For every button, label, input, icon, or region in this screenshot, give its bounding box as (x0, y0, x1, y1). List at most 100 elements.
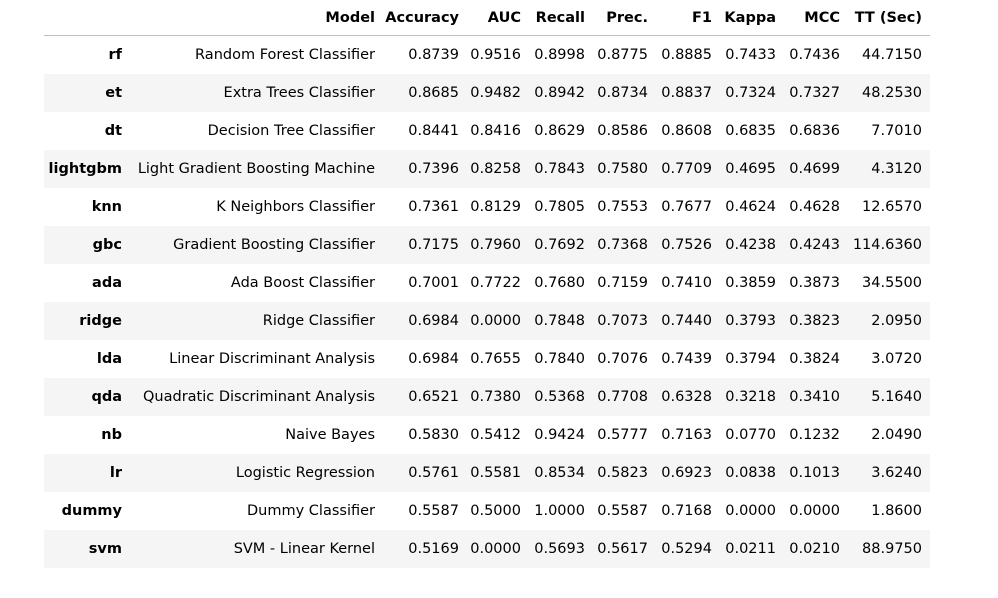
cell-f1: 0.6923 (661, 465, 712, 481)
header-index (44, 0, 130, 36)
cell-model: Random Forest Classifier (195, 47, 375, 63)
row-index-label: ridge (79, 313, 122, 329)
table-row: rf Random Forest Classifier 0.8739 0.9516 0.… (44, 36, 930, 75)
cell-model: Linear Discriminant Analysis (169, 351, 375, 367)
model-comparison-table-container: Model Accuracy AUC Recall Prec. F1 Kappa… (44, 0, 930, 568)
cell-recall: 0.7840 (534, 351, 585, 367)
cell-kappa: 0.3793 (725, 313, 776, 329)
table-row: lda Linear Discriminant Analysis 0.6984 0.7… (44, 340, 930, 378)
cell-f1: 0.8885 (661, 47, 712, 63)
cell-tt: 7.7010 (871, 123, 922, 139)
table-row: ada Ada Boost Classifier 0.7001 0.7722 0.768… (44, 264, 930, 302)
cell-f1: 0.7677 (661, 199, 712, 215)
cell-auc: 0.9516 (470, 47, 521, 63)
cell-recall: 0.5693 (534, 541, 585, 557)
cell-recall: 0.7692 (534, 237, 585, 253)
header-row: Model Accuracy AUC Recall Prec. F1 Kappa… (44, 0, 930, 36)
cell-kappa: 0.3218 (725, 389, 776, 405)
cell-mcc: 0.7436 (789, 47, 840, 63)
cell-mcc: 0.3873 (789, 275, 840, 291)
cell-accuracy: 0.6984 (408, 313, 459, 329)
cell-model: Light Gradient Boosting Machine (137, 161, 375, 177)
cell-recall: 0.8534 (534, 465, 585, 481)
cell-kappa: 0.4624 (725, 199, 776, 215)
cell-prec: 0.8775 (597, 47, 648, 63)
cell-accuracy: 0.6984 (408, 351, 459, 367)
cell-f1: 0.8608 (661, 123, 712, 139)
cell-kappa: 0.7433 (725, 47, 776, 63)
table-row: gbc Gradient Boosting Classifier 0.7175 0.7… (44, 226, 930, 264)
cell-model: Logistic Regression (235, 465, 375, 481)
cell-tt: 88.9750 (862, 541, 922, 557)
cell-tt: 12.6570 (862, 199, 922, 215)
model-comparison-table: Model Accuracy AUC Recall Prec. F1 Kappa… (44, 0, 930, 568)
cell-prec: 0.7580 (597, 161, 648, 177)
cell-tt: 2.0490 (871, 427, 922, 443)
cell-f1: 0.7526 (661, 237, 712, 253)
cell-accuracy: 0.5169 (408, 541, 459, 557)
cell-accuracy: 0.8685 (408, 85, 459, 101)
cell-prec: 0.5823 (597, 465, 648, 481)
cell-model: Decision Tree Classifier (207, 123, 375, 139)
cell-tt: 3.6240 (871, 465, 922, 481)
cell-f1: 0.7439 (661, 351, 712, 367)
header-auc: AUC (467, 0, 529, 36)
cell-mcc: 0.4628 (789, 199, 840, 215)
cell-accuracy: 0.7361 (408, 199, 459, 215)
cell-mcc: 0.4699 (789, 161, 840, 177)
row-index-label: qda (91, 389, 122, 405)
header-kappa: Kappa (720, 0, 784, 36)
cell-f1: 0.7168 (661, 503, 712, 519)
cell-kappa: 0.0000 (725, 503, 776, 519)
cell-auc: 0.7722 (470, 275, 521, 291)
cell-mcc: 0.0000 (789, 503, 840, 519)
cell-mcc: 0.3823 (789, 313, 840, 329)
cell-tt: 2.0950 (871, 313, 922, 329)
cell-kappa: 0.7324 (725, 85, 776, 101)
cell-prec: 0.5777 (597, 427, 648, 443)
cell-model: Extra Trees Classifier (223, 85, 375, 101)
table-row: svm SVM - Linear Kernel 0.5169 0.0000 0.5693… (44, 530, 930, 568)
row-index-label: lr (109, 465, 122, 481)
cell-accuracy: 0.5761 (408, 465, 459, 481)
header-accuracy: Accuracy (383, 0, 467, 36)
cell-model: K Neighbors Classifier (216, 199, 375, 215)
header-tt: TT (Sec) (848, 0, 930, 36)
cell-mcc: 0.7327 (789, 85, 840, 101)
cell-kappa: 0.0770 (725, 427, 776, 443)
cell-mcc: 0.1232 (789, 427, 840, 443)
row-index-label: rf (108, 47, 122, 63)
cell-auc: 0.5000 (470, 503, 521, 519)
cell-model: Dummy Classifier (247, 503, 375, 519)
cell-tt: 114.6360 (852, 237, 922, 253)
cell-prec: 0.7073 (597, 313, 648, 329)
cell-f1: 0.7709 (661, 161, 712, 177)
header-mcc: MCC (784, 0, 848, 36)
cell-kappa: 0.3794 (725, 351, 776, 367)
cell-accuracy: 0.8441 (408, 123, 459, 139)
header-f1: F1 (656, 0, 720, 36)
cell-recall: 0.8942 (534, 85, 585, 101)
table-body: rf Random Forest Classifier 0.8739 0.9516 0.… (44, 36, 930, 568)
cell-mcc: 0.3410 (789, 389, 840, 405)
cell-mcc: 0.1013 (789, 465, 840, 481)
row-index-label: ada (92, 275, 122, 291)
cell-tt: 48.2530 (862, 85, 922, 101)
cell-mcc: 0.0210 (789, 541, 840, 557)
cell-tt: 1.8600 (871, 503, 922, 519)
header-prec: Prec. (593, 0, 656, 36)
cell-accuracy: 0.7001 (408, 275, 459, 291)
row-index-label: svm (88, 541, 122, 557)
table-row: qda Quadratic Discriminant Analysis 0.6521… (44, 378, 930, 416)
cell-model: Ada Boost Classifier (230, 275, 375, 291)
table-row: dummy Dummy Classifier 0.5587 0.5000 1.0000 0… (44, 492, 930, 530)
cell-tt: 5.1640 (871, 389, 922, 405)
row-index-label: et (105, 85, 122, 101)
cell-auc: 0.0000 (470, 313, 521, 329)
cell-recall: 0.8998 (534, 47, 585, 63)
cell-tt: 34.5500 (862, 275, 922, 291)
cell-tt: 3.0720 (871, 351, 922, 367)
cell-recall: 1.0000 (534, 503, 585, 519)
cell-f1: 0.7440 (661, 313, 712, 329)
cell-prec: 0.5587 (597, 503, 648, 519)
